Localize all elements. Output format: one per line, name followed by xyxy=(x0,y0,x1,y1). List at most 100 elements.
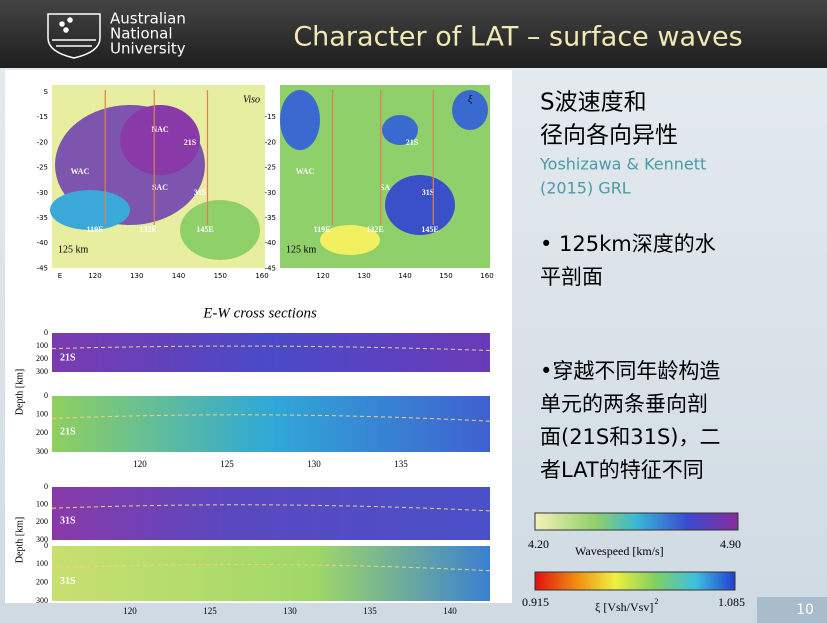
region-label: WAC xyxy=(296,167,315,176)
lon-label: E xyxy=(58,272,62,280)
lat-label: -30 xyxy=(265,189,276,197)
region-label: 132E xyxy=(139,225,156,234)
map-depth-label: 125 km xyxy=(286,244,317,255)
region-label: 145E xyxy=(196,225,213,234)
depth-tick: 100 xyxy=(36,559,48,568)
depth-tick: 100 xyxy=(36,409,48,418)
sidebar-citation: (2015) GRL xyxy=(540,179,631,198)
section-lon-tick: 140 xyxy=(443,606,457,616)
colorbar-max: 1.085 xyxy=(718,595,745,609)
depth-tick: 200 xyxy=(36,577,48,586)
sidebar-bullet: •穿越不同年龄构造 xyxy=(540,359,720,383)
depth-axis-label: Depth [km] xyxy=(14,517,25,563)
depth-tick: 200 xyxy=(36,354,48,363)
sidebar-bullet: 平剖面 xyxy=(540,265,603,289)
lat-label: -25 xyxy=(37,164,48,172)
slide-title: Character of LAT – surface waves xyxy=(293,22,742,53)
lon-label: 120 xyxy=(88,272,101,280)
lon-label: 130 xyxy=(130,272,143,280)
colorbar-title: Wavespeed [km/s] xyxy=(575,544,664,558)
sections-title: E-W cross sections xyxy=(202,305,317,321)
lat-label: -25 xyxy=(265,164,276,172)
region-label: 21S xyxy=(406,138,419,147)
sidebar-heading: S波速度和 xyxy=(540,90,647,116)
lon-label: 160 xyxy=(255,272,268,280)
depth-tick: 200 xyxy=(36,428,48,437)
region-label: SA xyxy=(380,183,390,192)
colorbar-title: ξ [Vsh/Vsv] xyxy=(595,600,653,614)
lat-label: -30 xyxy=(37,189,48,197)
lat-label: -45 xyxy=(37,264,48,272)
title-bar xyxy=(0,0,827,68)
colorbar-min: 4.20 xyxy=(528,537,549,551)
map-left xyxy=(50,85,265,268)
sidebar-bullet: 单元的两条垂向剖 xyxy=(540,392,708,416)
strip-label: 21S xyxy=(60,427,76,438)
lat-label: -15 xyxy=(265,113,276,121)
strip-label: 31S xyxy=(60,516,76,527)
colorbar-max: 4.90 xyxy=(720,537,741,551)
sidebar-bullet: • 125km深度的水 xyxy=(540,232,716,256)
section-lon-tick: 130 xyxy=(283,606,297,616)
logo-text: University xyxy=(110,40,186,58)
strip-label: 21S xyxy=(60,353,76,364)
colorbar-title-superscript: 2 xyxy=(654,597,658,606)
depth-tick: 100 xyxy=(36,341,48,350)
region-label: 132E xyxy=(366,225,383,234)
section-lon-tick: 135 xyxy=(394,459,408,469)
region-label: SAC xyxy=(152,183,168,192)
lat-label: -20 xyxy=(37,138,48,146)
map-depth-label: 125 km xyxy=(58,244,89,255)
region-label: 31S xyxy=(422,188,435,197)
depth-tick: 0 xyxy=(44,391,48,400)
region-label: 31S xyxy=(194,188,207,197)
lon-label: 140 xyxy=(172,272,185,280)
section-lon-tick: 125 xyxy=(203,606,217,616)
lat-label: -20 xyxy=(265,138,276,146)
logo-text: National xyxy=(110,25,173,43)
lon-label: 160 xyxy=(480,272,493,280)
dashed-contour xyxy=(51,504,491,512)
sidebar-bullet: 者LAT的特征不同 xyxy=(540,458,704,482)
section-lon-tick: 120 xyxy=(123,606,137,616)
sections xyxy=(52,333,490,601)
region-label: 145E xyxy=(421,225,438,234)
lon-label: 120 xyxy=(316,272,329,280)
section-lon-tick: 135 xyxy=(363,606,377,616)
lon-label: 150 xyxy=(214,272,227,280)
depth-axis-label: Depth [km] xyxy=(14,369,25,415)
depth-tick: 0 xyxy=(44,328,48,337)
map-corner-label: Viso xyxy=(243,94,260,105)
map-right xyxy=(280,85,490,268)
section-lon-tick: 130 xyxy=(307,459,321,469)
region-label: NAC xyxy=(151,125,169,134)
depth-tick: 0 xyxy=(44,541,48,550)
lat-label: -40 xyxy=(37,239,48,247)
lat-label: -35 xyxy=(265,214,276,222)
lon-label: 140 xyxy=(398,272,411,280)
depth-tick: 300 xyxy=(36,367,48,376)
dashed-contour xyxy=(51,414,491,422)
depth-tick: 300 xyxy=(36,535,48,544)
logo-text: Australian xyxy=(110,10,186,28)
strip-label: 31S xyxy=(60,576,76,587)
sidebar-citation: Yoshizawa & Kennett xyxy=(539,155,706,174)
depth-tick: 0 xyxy=(44,482,48,491)
colorbar-wavespeed xyxy=(534,512,739,531)
dashed-contour xyxy=(51,345,491,352)
depth-tick: 300 xyxy=(36,596,48,605)
depth-tick: 100 xyxy=(36,499,48,508)
lon-label: 130 xyxy=(357,272,370,280)
section-lon-tick: 120 xyxy=(133,459,147,469)
region-label: 119E xyxy=(314,225,331,234)
lat-label: -15 xyxy=(37,113,48,121)
page-number: 10 xyxy=(796,602,814,618)
lat-label: S xyxy=(44,88,49,96)
page-number-box xyxy=(757,597,827,623)
region-label: 119E xyxy=(87,225,104,234)
region-label: WAC xyxy=(71,167,90,176)
sidebar-heading: 径向各向异性 xyxy=(540,123,678,149)
depth-tick: 300 xyxy=(36,447,48,456)
sidebar-bullet: 面(21S和31S)，二 xyxy=(540,425,721,449)
